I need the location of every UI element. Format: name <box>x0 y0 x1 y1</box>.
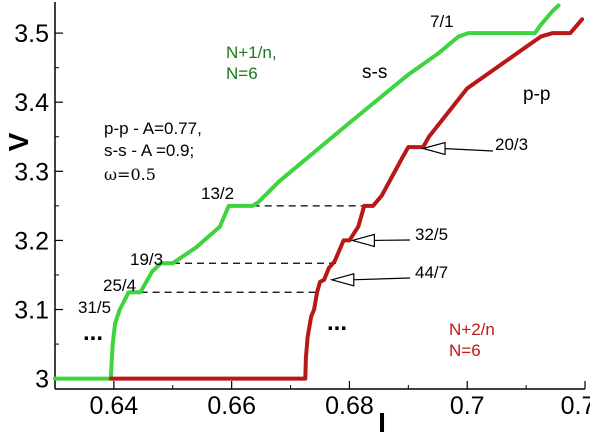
series-point <box>406 72 411 77</box>
series-point <box>309 314 313 319</box>
x-tick-label: 0.68 <box>325 392 374 420</box>
label-7-1: 7/1 <box>430 12 454 31</box>
label-44-7: 44/7 <box>415 263 448 282</box>
label-31-5: 31/5 <box>78 298 111 317</box>
series-point <box>356 224 361 229</box>
series-point <box>113 321 117 326</box>
series-point <box>276 179 281 184</box>
series-point <box>574 24 578 28</box>
series-point <box>371 204 375 208</box>
series-point <box>362 204 366 208</box>
y-tick-label: 3.1 <box>14 297 49 325</box>
ss-series-label: s-s <box>362 62 387 83</box>
series-point <box>109 376 113 381</box>
series-point <box>332 259 337 263</box>
series-point <box>122 298 127 303</box>
series-point <box>568 31 573 35</box>
series-point <box>347 121 352 125</box>
series-point <box>539 34 543 39</box>
series-line-s-s <box>53 3 561 381</box>
x-tick-label: 0.72 <box>561 392 590 420</box>
series-point <box>524 45 528 49</box>
series-point <box>327 266 331 270</box>
x-tick-label: 0.64 <box>90 392 139 420</box>
label-32-5: 32/5 <box>415 225 448 244</box>
series-point <box>380 193 384 198</box>
label-20-3: 20/3 <box>495 135 528 154</box>
series-point <box>539 23 543 27</box>
series-point <box>305 335 310 339</box>
series-point <box>456 34 461 39</box>
series-point <box>550 31 555 35</box>
pp-series-label: p-p <box>523 84 550 105</box>
label-13-2: 13/2 <box>201 184 234 203</box>
series-point <box>150 269 154 274</box>
series-point <box>194 245 199 250</box>
series-point <box>218 224 222 229</box>
series-point <box>427 134 431 139</box>
dashed-lines <box>128 205 365 293</box>
series-point <box>322 278 326 282</box>
green-formula-line1: N+1/n, <box>226 43 277 62</box>
label-25-4: 25/4 <box>103 276 136 295</box>
arrow-shaft <box>351 277 411 281</box>
series-point <box>144 280 149 284</box>
red-formula-line2: N=6 <box>449 341 481 360</box>
tick-group: 0.64 0.66 0.68 0.7 0.72 3 3.1 3.2 3.3 3.4 3.5 <box>14 20 590 420</box>
series-point <box>303 376 308 381</box>
series-point <box>335 252 340 257</box>
omega-label: ω=0.5 <box>104 165 156 184</box>
arrow-head <box>420 141 446 156</box>
ellipsis-right: ... <box>327 309 347 336</box>
series-point <box>226 204 231 208</box>
series-point <box>435 52 440 56</box>
series-point <box>117 307 122 312</box>
y-tick-label: 3.3 <box>14 158 49 186</box>
series-point <box>341 238 346 243</box>
x-tick-label: 0.66 <box>207 392 256 420</box>
ellipsis-left: ... <box>83 319 103 346</box>
series-point <box>110 342 115 346</box>
red-formula-line1: N+2/n <box>449 320 495 339</box>
series-point <box>347 238 352 243</box>
label-19-3: 19/3 <box>130 250 163 269</box>
series-point <box>159 261 163 266</box>
y-tick-label: 3 <box>35 366 49 394</box>
arrow-head <box>329 273 355 287</box>
series-point <box>170 261 175 266</box>
series-group <box>53 3 585 381</box>
y-tick-label: 3.2 <box>14 227 49 255</box>
y-tick-label: 3.5 <box>14 20 49 48</box>
series-point <box>304 356 308 360</box>
series-point <box>400 155 405 160</box>
x-axis-label: I <box>378 407 386 434</box>
series-point <box>312 307 316 312</box>
arrow-head <box>350 233 375 248</box>
series-point <box>250 204 255 208</box>
params-line2: s-s - A =0.9; <box>104 141 194 160</box>
series-point <box>256 200 260 205</box>
series-point <box>318 280 322 284</box>
series-point <box>406 145 411 149</box>
arrow-group <box>329 141 494 287</box>
series-point <box>138 290 143 295</box>
series-point <box>556 3 561 8</box>
series-point <box>580 17 584 22</box>
series-point <box>126 290 131 295</box>
series-point <box>465 86 470 91</box>
series-point <box>533 31 537 35</box>
green-formula-line2: N=6 <box>226 64 258 83</box>
series-point <box>109 363 114 367</box>
y-tick-label: 3.4 <box>14 89 49 117</box>
series-point <box>550 9 555 13</box>
series-point <box>315 290 319 295</box>
arrow-shaft <box>443 147 494 152</box>
x-tick-label: 0.7 <box>450 392 485 420</box>
series-point <box>466 31 471 35</box>
series-point <box>53 376 57 381</box>
params-line1: p-p - A=0.77, <box>104 119 202 138</box>
y-axis-label: V <box>3 132 34 151</box>
